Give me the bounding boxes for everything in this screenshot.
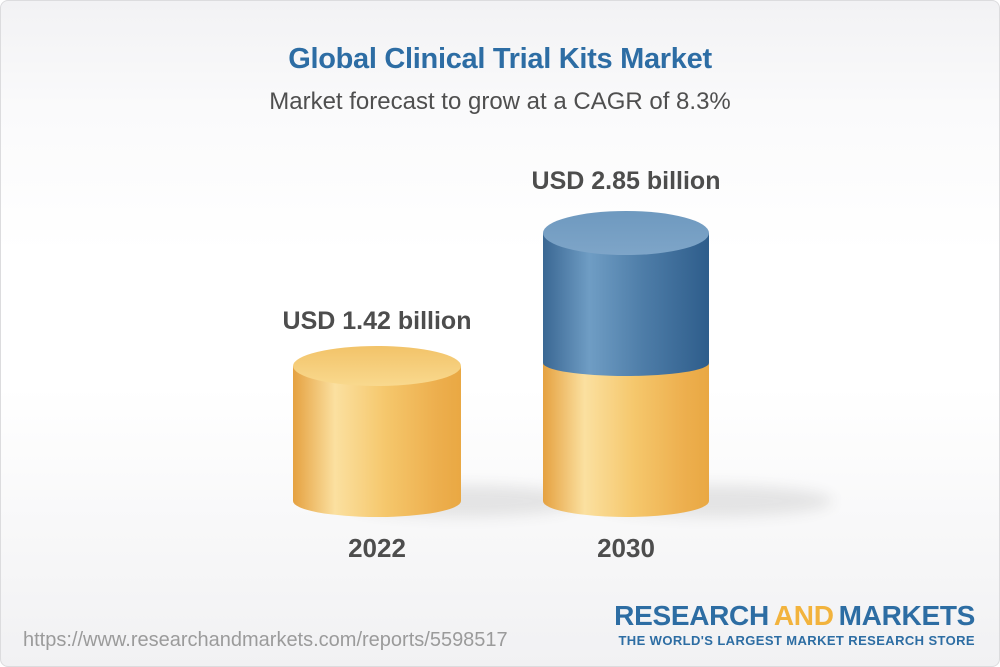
cylinder-2022 [293, 346, 461, 517]
category-label-2030: 2030 [597, 533, 655, 563]
cylinder-2030-base-segment [543, 361, 709, 517]
logo-word-research: RESEARCH [614, 600, 769, 631]
page-subtitle: Market forecast to grow at a CAGR of 8.3… [269, 88, 731, 115]
brand-logo-wordmark: RESEARCH AND MARKETS [614, 602, 975, 630]
value-label-2030: USD 2.85 billion [531, 167, 721, 195]
logo-word-markets: MARKETS [838, 600, 976, 631]
report-url: https://www.researchandmarkets.com/repor… [23, 629, 508, 651]
logo-tagline: THE WORLD'S LARGEST MARKET RESEARCH STOR… [618, 633, 975, 648]
value-label-2022: USD 1.42 billion [282, 307, 472, 335]
cylinder-2030-growth-segment [543, 233, 709, 376]
page-title: Global Clinical Trial Kits Market [288, 43, 712, 75]
brand-logo: RESEARCH AND MARKETS THE WORLD'S LARGEST M… [614, 602, 975, 649]
category-label-2022: 2022 [348, 533, 406, 563]
logo-word-and: AND [773, 600, 834, 631]
cylinder-2030 [543, 211, 709, 517]
